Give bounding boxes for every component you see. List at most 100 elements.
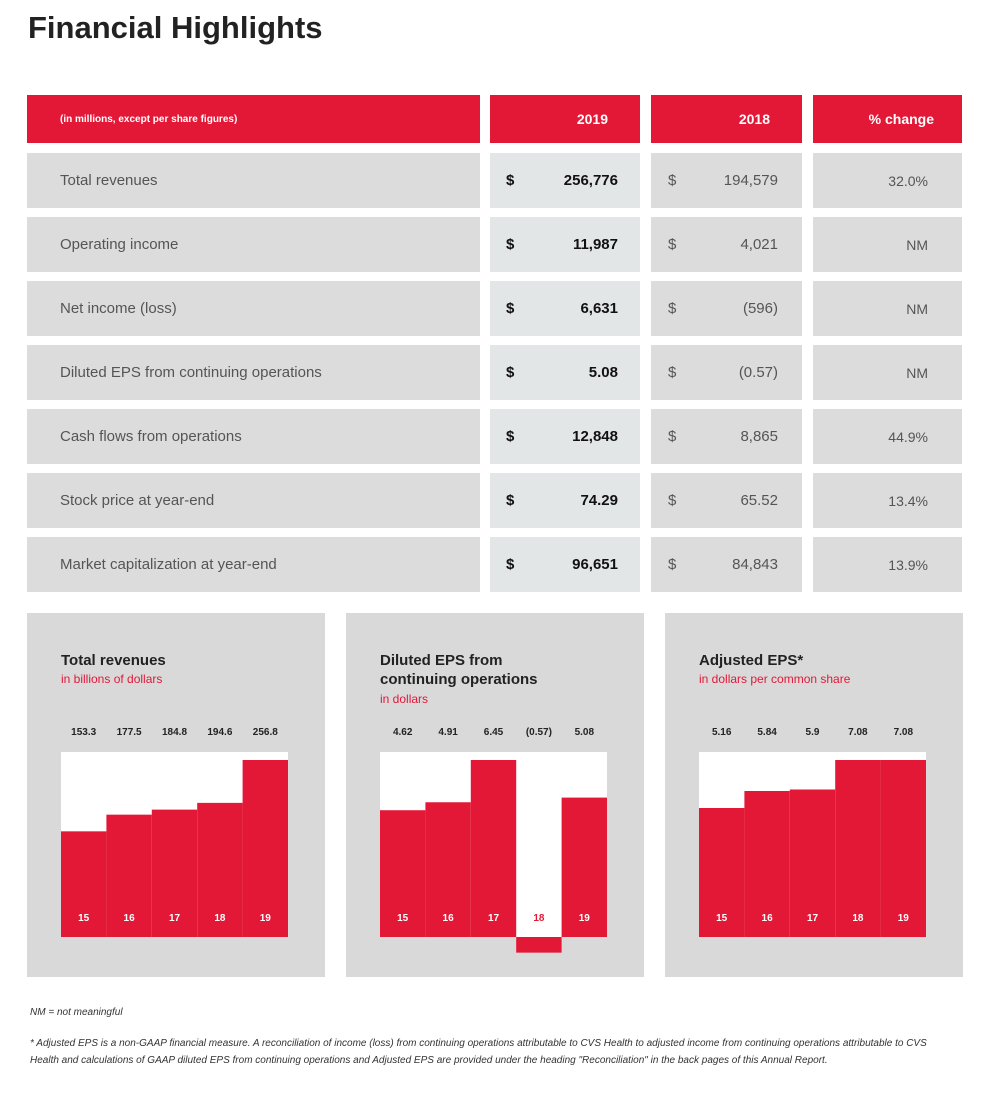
chart: 5.16 15 5.84 16 5.9 17 7.08 18 7.08 19 — [699, 727, 926, 937]
currency: $ — [506, 172, 515, 189]
category-label: 17 — [807, 913, 819, 924]
row-label: Net income (loss) — [27, 281, 480, 336]
row-label: Stock price at year-end — [27, 473, 480, 528]
chart-subtitle: in dollars — [380, 692, 429, 706]
currency: $ — [668, 556, 677, 573]
bar — [380, 810, 426, 937]
currency: $ — [506, 428, 515, 445]
bar — [699, 808, 745, 937]
bar — [242, 760, 288, 937]
chart: 4.62 15 4.91 16 6.45 17 (0.57) 18 5.08 19 — [380, 727, 607, 953]
value-2019: 74.29 — [580, 492, 618, 509]
category-label: 18 — [214, 913, 226, 924]
currency: $ — [668, 236, 677, 253]
value-2018: 84,843 — [732, 556, 778, 573]
chart-subtitle: in dollars per common share — [699, 672, 851, 686]
value-label: 5.9 — [806, 727, 820, 738]
value-2018: 194,579 — [723, 172, 778, 189]
chart-title: Adjusted EPS* — [699, 652, 804, 669]
value-2018: (0.57) — [738, 364, 778, 381]
value-2019: 5.08 — [588, 364, 618, 381]
category-label: 19 — [579, 913, 591, 924]
category-label: 15 — [397, 913, 409, 924]
header-cell: 2018 — [651, 95, 802, 143]
currency: $ — [506, 236, 515, 253]
cell-2018: $ (0.57) — [651, 345, 802, 400]
category-label: 16 — [443, 913, 455, 924]
header-cell: (in millions, except per share figures) — [27, 95, 480, 143]
bar — [425, 802, 471, 937]
value-label: (0.57) — [526, 727, 552, 738]
value-label: 5.16 — [712, 727, 732, 738]
currency: $ — [668, 492, 677, 509]
value-label: 256.8 — [253, 727, 278, 738]
cell-2019: $5.08 — [490, 345, 640, 400]
bar — [880, 760, 926, 937]
category-label: 16 — [124, 913, 136, 924]
bar — [516, 937, 562, 953]
cell-2018: $65.52 — [651, 473, 802, 528]
category-label: 15 — [716, 913, 728, 924]
bar — [470, 760, 517, 937]
currency: $ — [668, 364, 677, 381]
value-2019: 256,776 — [563, 172, 618, 189]
cell-2018: $194,579 — [651, 153, 802, 208]
row-label: Cash flows from operations — [27, 409, 480, 464]
value-label: 184.8 — [162, 727, 187, 738]
row-label: Operating income — [27, 217, 480, 272]
pct-change: NM — [813, 217, 962, 272]
pct-change: NM — [813, 345, 962, 400]
currency: $ — [506, 556, 515, 573]
category-label: 18 — [852, 913, 864, 924]
chart-panel: Total revenues in billions of dollars 153.… — [27, 613, 325, 977]
category-label: 16 — [762, 913, 774, 924]
chart-panel: Adjusted EPS* in dollars per common share… — [665, 613, 963, 977]
cell-2019: $11,987 — [490, 217, 640, 272]
currency: $ — [668, 428, 677, 445]
header-cell: % change — [813, 95, 962, 143]
bar — [835, 760, 881, 937]
cell-2018: $ (596) — [651, 281, 802, 336]
chart-title: Total revenues — [61, 652, 166, 669]
cell-2019: $12,848 — [490, 409, 640, 464]
chart-subtitle: in billions of dollars — [61, 672, 163, 686]
category-label: 18 — [533, 913, 545, 924]
bar — [106, 814, 152, 937]
currency: $ — [668, 172, 677, 189]
cell-2018: $8,865 — [651, 409, 802, 464]
row-label: Diluted EPS from continuing operations — [27, 345, 480, 400]
value-2018: 4,021 — [740, 236, 778, 253]
footnote: * Adjusted EPS is a non-GAAP financial m… — [30, 1038, 927, 1066]
cell-2019: $256,776 — [490, 153, 640, 208]
pct-change: 32.0% — [813, 153, 962, 208]
bar — [61, 831, 107, 937]
cell-2019: $96,651 — [490, 537, 640, 592]
pct-change: 44.9% — [813, 409, 962, 464]
value-label: 7.08 — [894, 727, 914, 738]
currency: $ — [668, 300, 677, 317]
currency: $ — [506, 364, 515, 381]
chart-panel: Diluted EPS from continuing operations in… — [346, 613, 644, 977]
currency: $ — [506, 300, 515, 317]
value-label: 153.3 — [71, 727, 96, 738]
value-label: 5.84 — [757, 727, 777, 738]
chart-title: Diluted EPS from continuing operations — [380, 652, 538, 688]
bar — [151, 809, 198, 937]
value-2018: 65.52 — [740, 492, 778, 509]
category-label: 19 — [898, 913, 910, 924]
pct-change: 13.9% — [813, 537, 962, 592]
header-cell: 2019 — [490, 95, 640, 143]
row-label: Total revenues — [27, 153, 480, 208]
category-label: 19 — [260, 913, 272, 924]
pct-change: 13.4% — [813, 473, 962, 528]
value-2018: (596) — [742, 300, 778, 317]
note: NM = not meaningful — [30, 1007, 123, 1018]
pct-change: NM — [813, 281, 962, 336]
bar — [789, 789, 836, 937]
value-label: 6.45 — [484, 727, 504, 738]
category-label: 17 — [169, 913, 181, 924]
value-label: 4.62 — [393, 727, 413, 738]
currency: $ — [506, 492, 515, 509]
cell-2018: $84,843 — [651, 537, 802, 592]
value-label: 194.6 — [207, 727, 232, 738]
